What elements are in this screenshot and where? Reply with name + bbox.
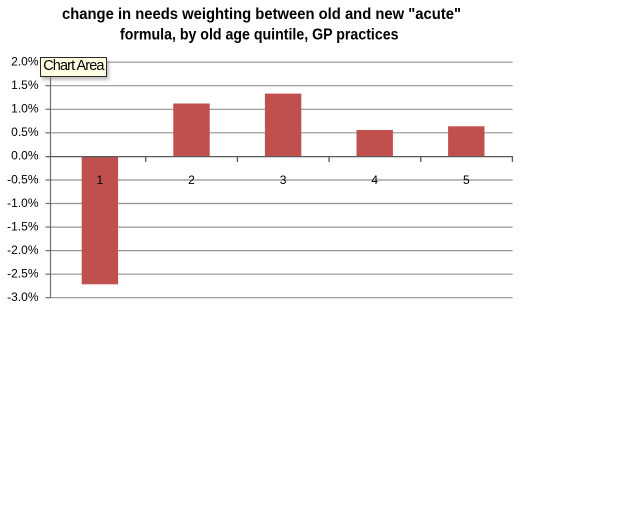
svg-text:-2.0%: -2.0% — [7, 243, 39, 257]
svg-text:-3.0%: -3.0% — [7, 290, 39, 304]
svg-text:2: 2 — [188, 173, 195, 187]
svg-text:-2.5%: -2.5% — [7, 267, 39, 281]
svg-text:3: 3 — [280, 173, 287, 187]
svg-text:1: 1 — [97, 173, 104, 187]
svg-text:4: 4 — [371, 173, 378, 187]
svg-text:0.5%: 0.5% — [11, 125, 39, 139]
svg-text:-1.5%: -1.5% — [7, 219, 39, 233]
svg-text:-1.0%: -1.0% — [7, 196, 39, 210]
svg-text:-0.5%: -0.5% — [7, 172, 39, 186]
svg-text:1.0%: 1.0% — [11, 102, 39, 116]
svg-text:formula, by old age quintile,: formula, by old age quintile, GP practic… — [120, 27, 399, 44]
svg-text:2.0%: 2.0% — [11, 55, 39, 69]
svg-text:0.0%: 0.0% — [11, 149, 39, 163]
svg-text:1.5%: 1.5% — [11, 78, 39, 92]
svg-text:5: 5 — [463, 173, 470, 187]
svg-text:change in needs weighting betw: change in needs weighting between old an… — [62, 6, 461, 23]
